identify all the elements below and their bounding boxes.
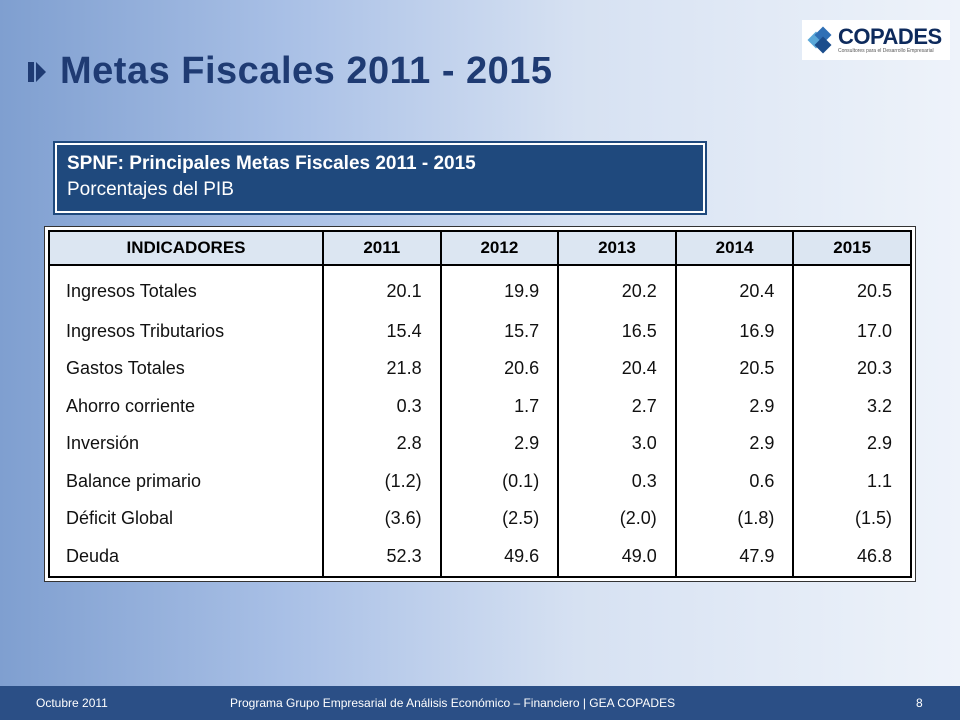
value-cell: 20.3 — [792, 349, 912, 388]
value-cell: 20.5 — [674, 349, 795, 388]
value-cell: 20.4 — [674, 265, 795, 313]
value-cell: 47.9 — [674, 537, 795, 579]
value-cell: (1.2) — [322, 462, 442, 501]
value-cell: 20.1 — [322, 265, 442, 313]
value-cell: (1.5) — [792, 500, 912, 538]
value-cell: 16.5 — [557, 312, 677, 350]
value-cell: 2.9 — [439, 425, 560, 463]
caption-title: SPNF: Principales Metas Fiscales 2011 - … — [67, 153, 476, 174]
value-cell: 49.6 — [439, 537, 560, 579]
value-cell: 20.5 — [792, 265, 912, 313]
value-cell: 15.4 — [322, 312, 442, 350]
value-cell: 20.2 — [557, 265, 677, 313]
value-cell: 1.1 — [792, 462, 912, 501]
indicator-label: Ingresos Tributarios — [48, 312, 324, 350]
value-cell: 2.7 — [557, 387, 677, 426]
value-cell: 1.7 — [439, 387, 560, 426]
indicator-label: Ahorro corriente — [48, 387, 324, 426]
footer-date: Octubre 2011 — [36, 696, 108, 710]
value-cell: 3.2 — [792, 387, 912, 426]
slide-footer: Octubre 2011 Programa Grupo Empresarial … — [0, 686, 960, 720]
table-row: Ingresos Tributarios 15.4 15.7 16.5 16.9… — [48, 312, 912, 350]
logo-name: COPADES — [838, 24, 942, 49]
value-cell: (0.1) — [439, 462, 560, 501]
logo-tagline: Consultores para el Desarrollo Empresari… — [838, 48, 934, 54]
slide-title: Metas Fiscales 2011 - 2015 — [60, 50, 553, 92]
indicator-label: Balance primario — [48, 462, 324, 501]
indicator-label: Gastos Totales — [48, 349, 324, 388]
value-cell: 3.0 — [557, 425, 677, 463]
value-cell: 49.0 — [557, 537, 677, 579]
value-cell: (2.0) — [557, 500, 677, 538]
value-cell: 16.9 — [674, 312, 795, 350]
value-cell: 52.3 — [322, 537, 442, 579]
value-cell: 19.9 — [439, 265, 560, 313]
page-number: 8 — [916, 696, 923, 710]
indicator-label: Ingresos Totales — [48, 265, 324, 313]
table-row: Ingresos Totales 20.1 19.9 20.2 20.4 20.… — [48, 265, 912, 313]
value-cell: (1.8) — [674, 500, 795, 538]
value-cell: 20.6 — [439, 349, 560, 388]
header-cell: 2013 — [557, 230, 677, 266]
table-row: Déficit Global (3.6) (2.5) (2.0) (1.8) (… — [48, 500, 912, 538]
header-cell: 2011 — [322, 230, 442, 266]
indicator-label: Déficit Global — [48, 500, 324, 538]
value-cell: 17.0 — [792, 312, 912, 350]
header-cell: 2015 — [792, 230, 912, 266]
header-cell: INDICADORES — [48, 230, 324, 266]
value-cell: 20.4 — [557, 349, 677, 388]
copades-logo: COPADES Consultores para el Desarrollo E… — [802, 20, 950, 60]
value-cell: 15.7 — [439, 312, 560, 350]
table-row: Balance primario (1.2) (0.1) 0.3 0.6 1.1 — [48, 462, 912, 501]
value-cell: (2.5) — [439, 500, 560, 538]
header-cell: 2012 — [439, 230, 560, 266]
table-row: Deuda 52.3 49.6 49.0 47.9 46.8 — [48, 537, 912, 579]
value-cell: 46.8 — [792, 537, 912, 579]
value-cell: 0.3 — [322, 387, 442, 426]
title-row: Metas Fiscales 2011 - 2015 — [28, 50, 553, 93]
table-row: Ahorro corriente 0.3 1.7 2.7 2.9 3.2 — [48, 387, 912, 426]
table-row: Inversión 2.8 2.9 3.0 2.9 2.9 — [48, 425, 912, 463]
double-chevron-icon — [28, 61, 46, 82]
value-cell: 2.9 — [792, 425, 912, 463]
value-cell: (3.6) — [322, 500, 442, 538]
fiscal-goals-table: INDICADORES 2011 2012 2013 2014 2015 Ing… — [44, 226, 916, 582]
table-caption-box: SPNF: Principales Metas Fiscales 2011 - … — [55, 143, 705, 213]
value-cell: 2.9 — [674, 425, 795, 463]
footer-program: Programa Grupo Empresarial de Análisis E… — [230, 696, 676, 710]
value-cell: 0.3 — [557, 462, 677, 501]
caption-subtitle: Porcentajes del PIB — [67, 179, 234, 200]
value-cell: 2.9 — [674, 387, 795, 426]
table-row: Gastos Totales 21.8 20.6 20.4 20.5 20.3 — [48, 349, 912, 388]
indicator-label: Deuda — [48, 537, 324, 579]
header-cell: 2014 — [674, 230, 795, 266]
indicator-label: Inversión — [48, 425, 324, 463]
value-cell: 2.8 — [322, 425, 442, 463]
table-header-row: INDICADORES 2011 2012 2013 2014 2015 — [48, 230, 912, 266]
logo-mark-icon — [807, 26, 834, 54]
value-cell: 0.6 — [674, 462, 795, 501]
value-cell: 21.8 — [322, 349, 442, 388]
